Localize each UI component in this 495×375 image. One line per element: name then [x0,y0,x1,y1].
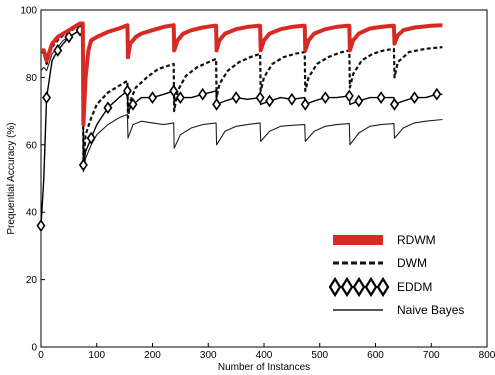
eddm-marker [265,94,275,108]
eddm-marker [64,30,74,44]
plot-lines [36,21,443,233]
eddm-marker [169,84,179,98]
eddm-marker [255,91,265,105]
eddm-marker [103,101,113,115]
x-tick-label: 600 [367,350,384,361]
eddm-marker [122,84,132,98]
y-tick-label: 100 [20,6,37,17]
eddm-legend-marker [340,276,354,298]
eddm-legend-marker [376,276,390,298]
rdwm-legend-swatch [333,235,383,245]
y-tick-label: 0 [31,343,37,354]
eddm-marker [432,87,442,101]
legend: RDWM DWM EDDM Naive Bayes [328,233,464,317]
eddm-marker [287,92,297,106]
x-tick-label: 500 [311,350,328,361]
eddm-legend-marker [352,276,366,298]
eddm-marker [300,97,310,111]
eddm-legend-marker [328,276,342,298]
y-axis-ticks: 0 20 40 60 80 100 [20,6,45,354]
eddm-marker [231,91,241,105]
eddm-marker [212,97,222,111]
eddm-marker [148,91,157,105]
x-tick-label: 200 [144,350,161,361]
eddm-marker [344,89,354,103]
eddm-marker [175,91,185,105]
rdwm-series-line [41,21,443,127]
x-tick-label: 0 [38,350,44,361]
eddm-marker [320,91,330,105]
eddm-marker [53,44,63,57]
x-tick-label: 300 [200,350,217,361]
eddm-marker [410,91,420,105]
eddm-marker [376,91,386,105]
y-tick-label: 40 [26,208,38,219]
rdwm-legend-label: RDWM [397,233,436,247]
eddm-marker [198,87,208,101]
y-tick-label: 80 [26,73,38,84]
eddm-legend-label: EDDM [397,280,432,294]
plot-area [40,9,488,348]
x-tick-label: 100 [88,350,105,361]
naive-bayes-legend-label: Naive Bayes [397,303,464,317]
y-tick-label: 60 [26,140,38,151]
eddm-marker [86,131,96,145]
eddm-marker [42,91,52,105]
dwm-legend-label: DWM [397,256,427,270]
eddm-marker [354,94,364,108]
eddm-legend-marker [364,276,378,298]
x-axis-label: Number of Instances [218,362,310,373]
x-tick-label: 400 [256,350,273,361]
x-tick-label: 700 [423,350,440,361]
y-axis-label: Prequential Accuracy (%) [6,122,17,234]
eddm-marker [78,158,88,172]
eddm-marker [128,97,138,111]
eddm-marker [389,97,399,111]
eddm-marker [36,219,46,233]
x-axis-ticks: 0 100 200 300 400 500 600 700 800 [38,343,495,361]
x-tick-label: 800 [479,350,495,361]
y-tick-label: 20 [26,275,38,286]
